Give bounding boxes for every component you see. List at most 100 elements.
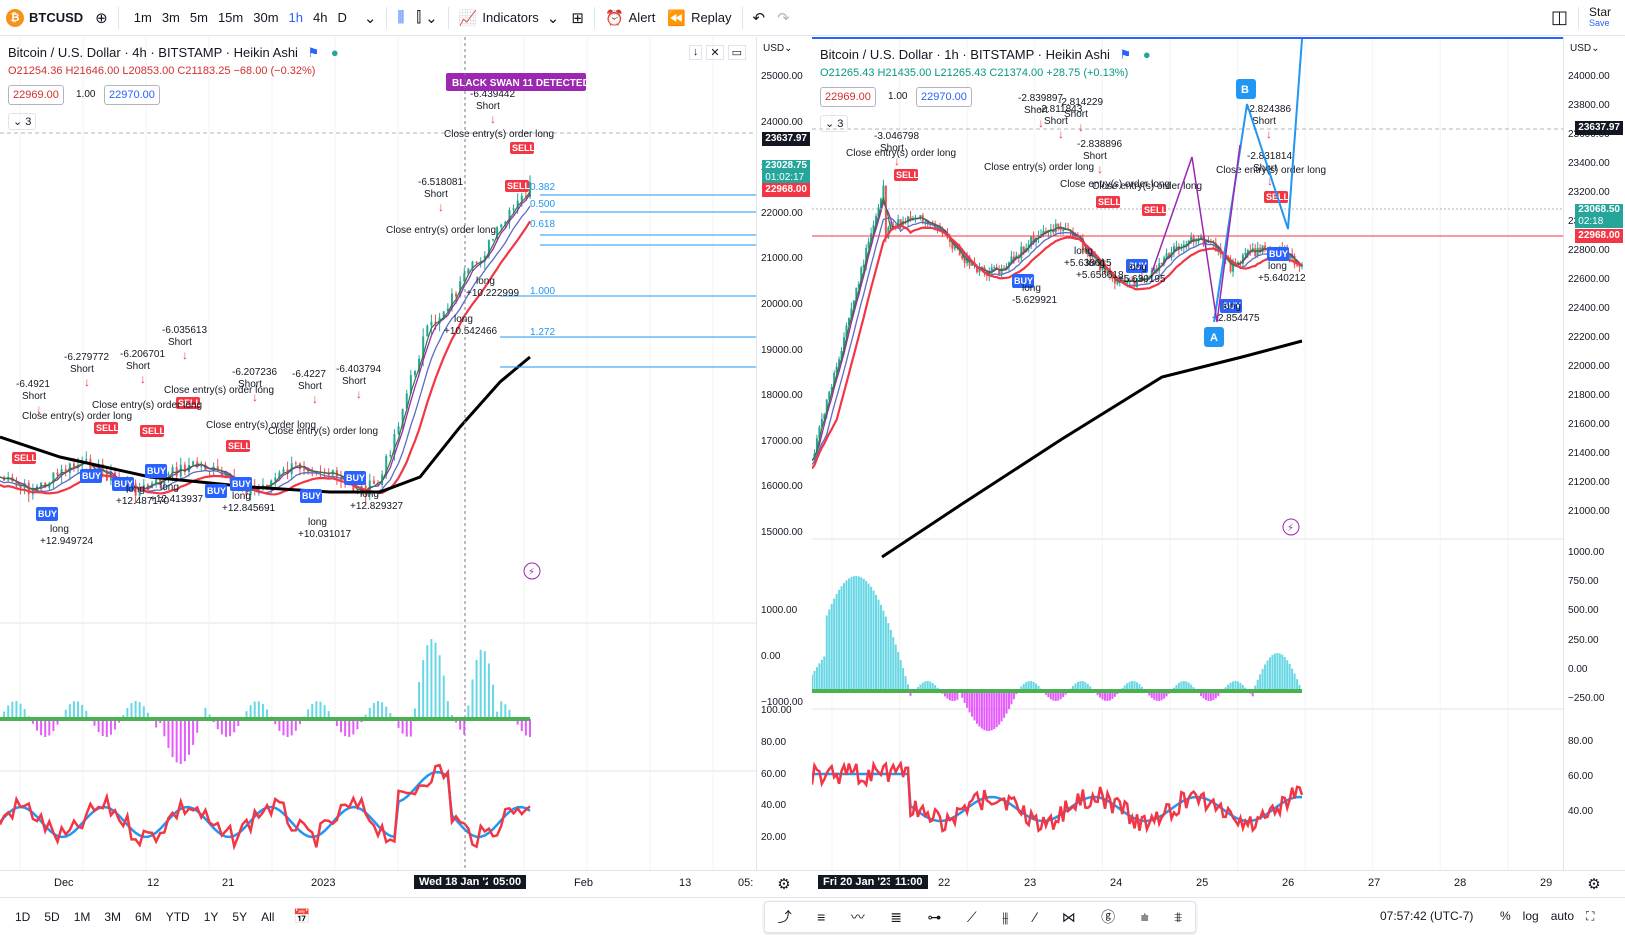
time-label: Fri 20 Jan '23 bbox=[818, 875, 898, 889]
gear-icon[interactable]: ⚙ bbox=[1587, 875, 1601, 893]
candle-body bbox=[830, 386, 833, 392]
arrow-down-icon[interactable]: ↓ bbox=[688, 45, 703, 60]
last-price-value: 23028.75 bbox=[765, 160, 807, 171]
maximize-icon[interactable]: ▭ bbox=[727, 45, 746, 60]
candle-body bbox=[1116, 282, 1119, 284]
visibility-icon[interactable]: ● bbox=[1142, 47, 1151, 62]
right-currency[interactable]: USD⌄ bbox=[1570, 43, 1600, 54]
macd-bar bbox=[813, 670, 816, 691]
fullscreen-icon[interactable]: ⛶ bbox=[1586, 909, 1595, 923]
gear-icon[interactable]: ⚙ bbox=[777, 875, 791, 893]
trend-icon[interactable]: ⤴ bbox=[777, 909, 792, 925]
buy-marker-label: BUY bbox=[232, 479, 251, 489]
macd-bar bbox=[1025, 682, 1028, 691]
replay-button[interactable]: ⏪ Replay bbox=[661, 0, 737, 36]
timeframe-D[interactable]: D bbox=[337, 10, 347, 25]
left-currency[interactable]: USD⌄ bbox=[763, 43, 793, 54]
channel-icon[interactable]: ⩧ bbox=[1140, 908, 1149, 925]
timeframe-5m[interactable]: 5m bbox=[189, 10, 208, 25]
timeframe-3m[interactable]: 3m bbox=[161, 10, 180, 25]
left-collapse-button[interactable]: ⌄ 3 bbox=[8, 113, 37, 130]
timeframe-1m[interactable]: 1m bbox=[133, 10, 152, 25]
right-chart-canvas[interactable]: SELLSELLSELLSELLBUYBUYBUYBUY-3.046798Sho… bbox=[812, 39, 1623, 870]
sell-marker-label: SELL bbox=[228, 441, 252, 451]
range-all[interactable]: All bbox=[261, 909, 275, 924]
templates-button[interactable]: ⊞ bbox=[565, 0, 590, 36]
range-5y[interactable]: 5Y bbox=[232, 909, 248, 924]
fib-icon[interactable]: ≣ bbox=[890, 908, 902, 925]
right-price-axis[interactable]: USD⌄ 24000.0023800.0023600.0023400.00232… bbox=[1563, 37, 1625, 870]
visibility-icon[interactable]: ● bbox=[330, 45, 339, 60]
macd-bar bbox=[385, 706, 388, 719]
layout-button[interactable]: ◫ bbox=[1545, 0, 1574, 36]
right-ask-button[interactable]: 22970.00 bbox=[916, 87, 972, 107]
price-tick: 18000.00 bbox=[761, 390, 803, 402]
log-button[interactable]: log bbox=[1522, 909, 1539, 923]
candle-body bbox=[89, 458, 92, 473]
right-collapse-button[interactable]: ⌄ 3 bbox=[820, 115, 849, 132]
alert-button[interactable]: ⏰ Alert bbox=[599, 0, 661, 36]
right-bid-button[interactable]: 22969.00 bbox=[820, 87, 876, 107]
left-price-axis[interactable]: USD⌄ 25000.0024000.0023000.0022000.00210… bbox=[756, 37, 812, 870]
timeframe-1h[interactable]: 1h bbox=[288, 10, 303, 25]
range-1m[interactable]: 1M bbox=[73, 909, 91, 924]
right-chart-panel[interactable]: SELL SELL SELL SELL BUY BUY BUY BUY -3.046798 Sho… bbox=[812, 37, 1625, 870]
auto-button[interactable]: auto bbox=[1550, 909, 1575, 923]
left-ask-button[interactable]: 22970.00 bbox=[104, 85, 160, 105]
ray-icon[interactable]: ⟋ bbox=[966, 908, 977, 925]
range-3m[interactable]: 3M bbox=[104, 909, 122, 924]
macd-bar bbox=[1261, 669, 1264, 691]
range-1d[interactable]: 1D bbox=[15, 909, 31, 924]
separator bbox=[117, 6, 119, 29]
macd-bar bbox=[426, 645, 429, 719]
range-ytd[interactable]: YTD bbox=[165, 909, 190, 924]
close-icon[interactable]: ✕ bbox=[706, 45, 724, 60]
line-icon[interactable]: ∕ bbox=[1033, 909, 1037, 925]
chart-type-button[interactable]: ⫿ ⌄ bbox=[410, 0, 443, 36]
right-time-axis[interactable]: Fri 20 Jan '23 11:00 22 23 24 25 26 27 28 29 bbox=[812, 870, 1563, 896]
left-chart-canvas[interactable]: SELL SELL SELL SELL SELL SELL SELL BUY BUY BUY BUY… bbox=[0, 37, 756, 870]
save-label: Save bbox=[1588, 17, 1610, 28]
lines-icon[interactable]: ≡ bbox=[817, 909, 826, 925]
left-chart-panel[interactable]: SELL SELL SELL SELL SELL SELL SELL BUY BUY BUY BUY… bbox=[0, 37, 756, 870]
macd-bar bbox=[294, 719, 297, 731]
gann-icon[interactable]: ⩨ bbox=[1174, 908, 1183, 925]
macd-bar bbox=[1209, 691, 1212, 701]
macd-bar bbox=[1241, 685, 1244, 691]
timeframe-dropdown[interactable]: ⌄ bbox=[358, 0, 383, 36]
indicators-button[interactable]: 📈 Indicators ⌄ bbox=[453, 0, 566, 36]
candle-body bbox=[1091, 256, 1094, 258]
left-bid-button[interactable]: 22969.00 bbox=[8, 85, 64, 105]
undo-button[interactable]: ↶ bbox=[747, 0, 772, 36]
macd-bar bbox=[224, 719, 227, 737]
plus-circle-icon: ⊕ bbox=[95, 9, 108, 27]
wave-icon[interactable]: 〰 bbox=[850, 909, 865, 925]
hline-icon[interactable]: ⊶ bbox=[927, 908, 942, 925]
macd-bar bbox=[1012, 691, 1015, 700]
spiral-icon[interactable]: ⓖ bbox=[1101, 909, 1116, 925]
timeframe-30m[interactable]: 30m bbox=[253, 10, 279, 25]
macd-bar bbox=[860, 577, 863, 691]
clock-readout[interactable]: 07:57:42 (UTC-7) bbox=[1380, 909, 1474, 923]
save-button[interactable]: Star Save bbox=[1583, 0, 1625, 36]
macd-bar bbox=[850, 577, 853, 691]
percent-button[interactable]: % bbox=[1500, 909, 1511, 923]
redo-button[interactable]: ↷ bbox=[771, 0, 796, 36]
range-6m[interactable]: 6M bbox=[135, 909, 152, 924]
timeframe-4h[interactable]: 4h bbox=[313, 10, 328, 25]
candle-body bbox=[1138, 276, 1141, 279]
macd-bar bbox=[1177, 682, 1180, 691]
short-value: -6.035613 bbox=[162, 325, 207, 336]
pitchfork-icon[interactable]: ⫵ bbox=[1002, 908, 1009, 925]
calendar-icon[interactable]: 📅 bbox=[293, 908, 311, 924]
symbol-search[interactable]: ₿ BTCUSD bbox=[0, 0, 89, 36]
range-5d[interactable]: 5D bbox=[44, 909, 60, 924]
bar-style-button[interactable]: ⫼ bbox=[391, 0, 410, 36]
range-1y[interactable]: 1Y bbox=[203, 909, 219, 924]
timeframe-15m[interactable]: 15m bbox=[217, 10, 244, 25]
compare-button[interactable]: ⊕ bbox=[89, 0, 114, 36]
pattern-icon[interactable]: ⋈ bbox=[1061, 908, 1076, 925]
left-time-axis[interactable]: Dec 12 21 2023 Wed 18 Jan '23 05:00 Feb 13 05: bbox=[0, 870, 756, 896]
separator bbox=[1577, 6, 1579, 29]
sell-marker bbox=[140, 425, 164, 437]
